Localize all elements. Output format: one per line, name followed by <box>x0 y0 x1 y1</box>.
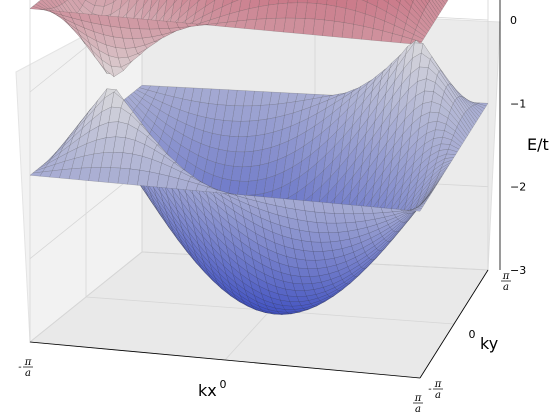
upper-surface-patch <box>334 6 346 23</box>
z-tick-label: −3 <box>510 264 526 277</box>
upper-surface-patch <box>371 28 383 42</box>
upper-surface-patch <box>197 0 201 3</box>
x-tick-label: 0 <box>220 378 227 391</box>
z-tick-label: 0 <box>510 14 517 27</box>
upper-surface-patch <box>361 26 374 41</box>
svg-text:π: π <box>434 379 442 390</box>
lower-band-surface <box>29 39 489 315</box>
upper-surface-patch <box>445 0 449 2</box>
upper-surface-patch <box>410 0 414 3</box>
upper-surface-patch <box>173 0 178 5</box>
svg-text:a: a <box>503 282 509 293</box>
svg-text:π: π <box>24 357 32 368</box>
lower-surface-patch <box>351 204 364 214</box>
upper-band-surface <box>29 0 449 78</box>
x-axis-line <box>29 341 421 379</box>
y-tick-label: 0 <box>469 328 476 341</box>
svg-text:0: 0 <box>220 378 227 391</box>
axes-group <box>29 0 501 379</box>
y-axis-line <box>419 269 489 379</box>
upper-surface-patch <box>324 4 337 22</box>
svg-text:π: π <box>502 271 510 282</box>
upper-surface-patch <box>343 8 356 25</box>
x-tick-label: πa <box>413 393 423 412</box>
upper-surface-patch <box>332 21 345 38</box>
svg-text:a: a <box>435 390 441 401</box>
x-axis-label: kx <box>198 381 217 400</box>
upper-surface-patch <box>58 0 65 5</box>
band-surfaces <box>29 0 489 315</box>
x-tick-label: - πa <box>18 357 33 379</box>
upper-surface-patch <box>63 0 68 3</box>
lower-surface-patch <box>353 213 366 223</box>
upper-surface-patch <box>424 0 430 5</box>
upper-surface-patch <box>351 24 364 40</box>
y-tick-label: πa <box>501 271 511 293</box>
lower-surface-patch <box>337 231 350 241</box>
z-tick-label: −2 <box>510 181 526 194</box>
svg-text:a: a <box>415 404 421 412</box>
svg-text:-: - <box>18 362 22 373</box>
z-tick-label: −1 <box>510 97 526 110</box>
lower-surface-patch <box>371 206 383 214</box>
upper-surface-patch <box>29 6 43 10</box>
y-tick-label: - πa <box>428 379 443 401</box>
svg-text:π: π <box>414 393 422 404</box>
lower-surface-patch <box>29 171 43 177</box>
svg-text:a: a <box>25 368 31 379</box>
upper-surface-patch <box>428 0 431 2</box>
svg-text:-: - <box>428 384 432 395</box>
svg-text:0: 0 <box>469 328 476 341</box>
y-axis-label: ky <box>480 334 498 353</box>
upper-surface-patch <box>341 22 354 39</box>
z-axis-label: E/t <box>527 135 549 154</box>
